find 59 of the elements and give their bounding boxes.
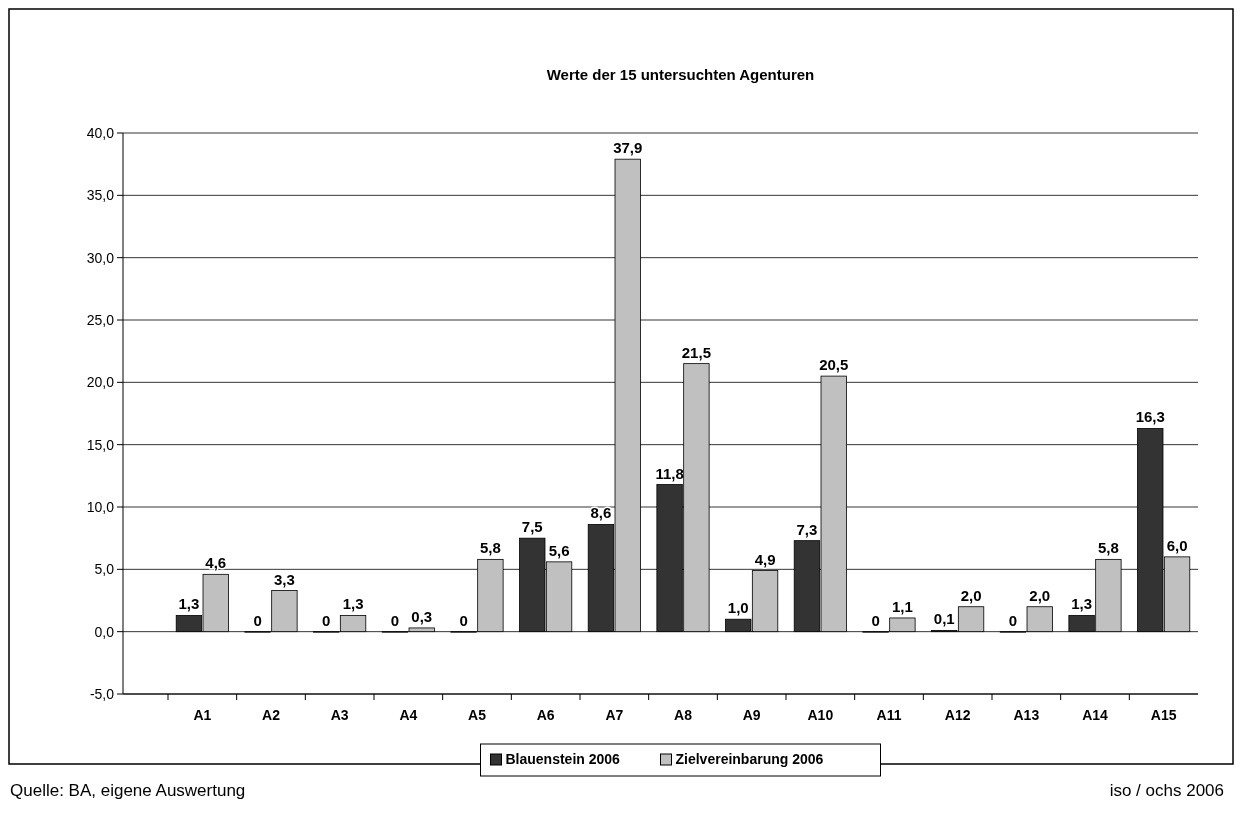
data-label: 5,6 xyxy=(548,541,570,559)
x-tick-label: A8 xyxy=(674,707,693,723)
data-label: 1,3 xyxy=(1071,595,1093,613)
data-label: 7,3 xyxy=(796,520,818,538)
data-label: 2,0 xyxy=(960,586,982,604)
y-tick-label: 25,0 xyxy=(86,311,115,328)
source-note: Quelle: BA, eigene Auswertung xyxy=(10,781,246,800)
text: iso / ochs 2006 xyxy=(1109,781,1224,800)
data-label: 16,3 xyxy=(1135,408,1165,426)
x-tick-label: A11 xyxy=(876,707,902,723)
data-label: 4,9 xyxy=(754,550,776,568)
x-tick-label: A14 xyxy=(1082,707,1109,723)
data-label: 3,3 xyxy=(273,570,295,588)
y-tick-label: 30,0 xyxy=(86,249,115,266)
data-label: 1,1 xyxy=(891,597,913,615)
x-tick-label: A15 xyxy=(1150,707,1177,723)
data-label: 1,3 xyxy=(342,595,364,613)
data-label: 0,1 xyxy=(933,610,955,628)
data-label: 21,5 xyxy=(681,343,711,361)
data-label: 1,3 xyxy=(178,595,200,613)
x-tick-label: A10 xyxy=(807,707,834,723)
data-label: 0,3 xyxy=(411,607,433,625)
data-label: 20,5 xyxy=(819,356,849,374)
legend-label: Blauenstein 2006 xyxy=(505,751,621,767)
x-tick-label: A7 xyxy=(605,707,624,723)
y-tick-label: 10,0 xyxy=(86,498,115,515)
y-tick-label: 0,0 xyxy=(94,623,115,640)
y-tick-label: 40,0 xyxy=(86,124,115,141)
x-tick-label: A6 xyxy=(536,707,555,723)
data-label: 0 xyxy=(322,611,331,629)
x-tick-label: A1 xyxy=(193,707,212,723)
data-label: 1,0 xyxy=(727,599,749,617)
x-tick-label: A5 xyxy=(468,707,487,723)
data-label: 0 xyxy=(390,611,400,629)
y-tick-label: 35,0 xyxy=(86,187,115,204)
x-tick-label: A13 xyxy=(1013,707,1040,723)
data-label: 4,6 xyxy=(205,554,227,572)
y-tick-label: 15,0 xyxy=(86,436,115,453)
chart-title: Werte der 15 untersuchten Agenturen xyxy=(546,66,815,83)
data-label: 7,5 xyxy=(521,518,543,536)
x-tick-label: A3 xyxy=(330,707,349,723)
data-label: 0 xyxy=(459,611,468,629)
legend-label: Zielvereinbarung 2006 xyxy=(675,751,824,767)
y-tick-label: -5,0 xyxy=(89,685,115,702)
data-label: 8,6 xyxy=(590,504,612,522)
data-label: 6,0 xyxy=(1166,536,1188,554)
data-label: 0 xyxy=(871,611,880,629)
data-label: 37,9 xyxy=(613,139,643,157)
data-label: 5,8 xyxy=(1097,539,1119,557)
y-tick-label: 5,0 xyxy=(94,561,115,578)
data-label: 0 xyxy=(253,611,262,629)
x-tick-label: A4 xyxy=(399,707,418,723)
x-tick-label: A9 xyxy=(742,707,761,723)
data-label: 0 xyxy=(1008,611,1018,629)
x-tick-label: A12 xyxy=(944,707,971,723)
data-label: 2,0 xyxy=(1029,586,1051,604)
data-label: 5,8 xyxy=(479,539,501,557)
x-tick-label: A2 xyxy=(262,707,281,723)
y-tick-label: 20,0 xyxy=(86,374,115,391)
